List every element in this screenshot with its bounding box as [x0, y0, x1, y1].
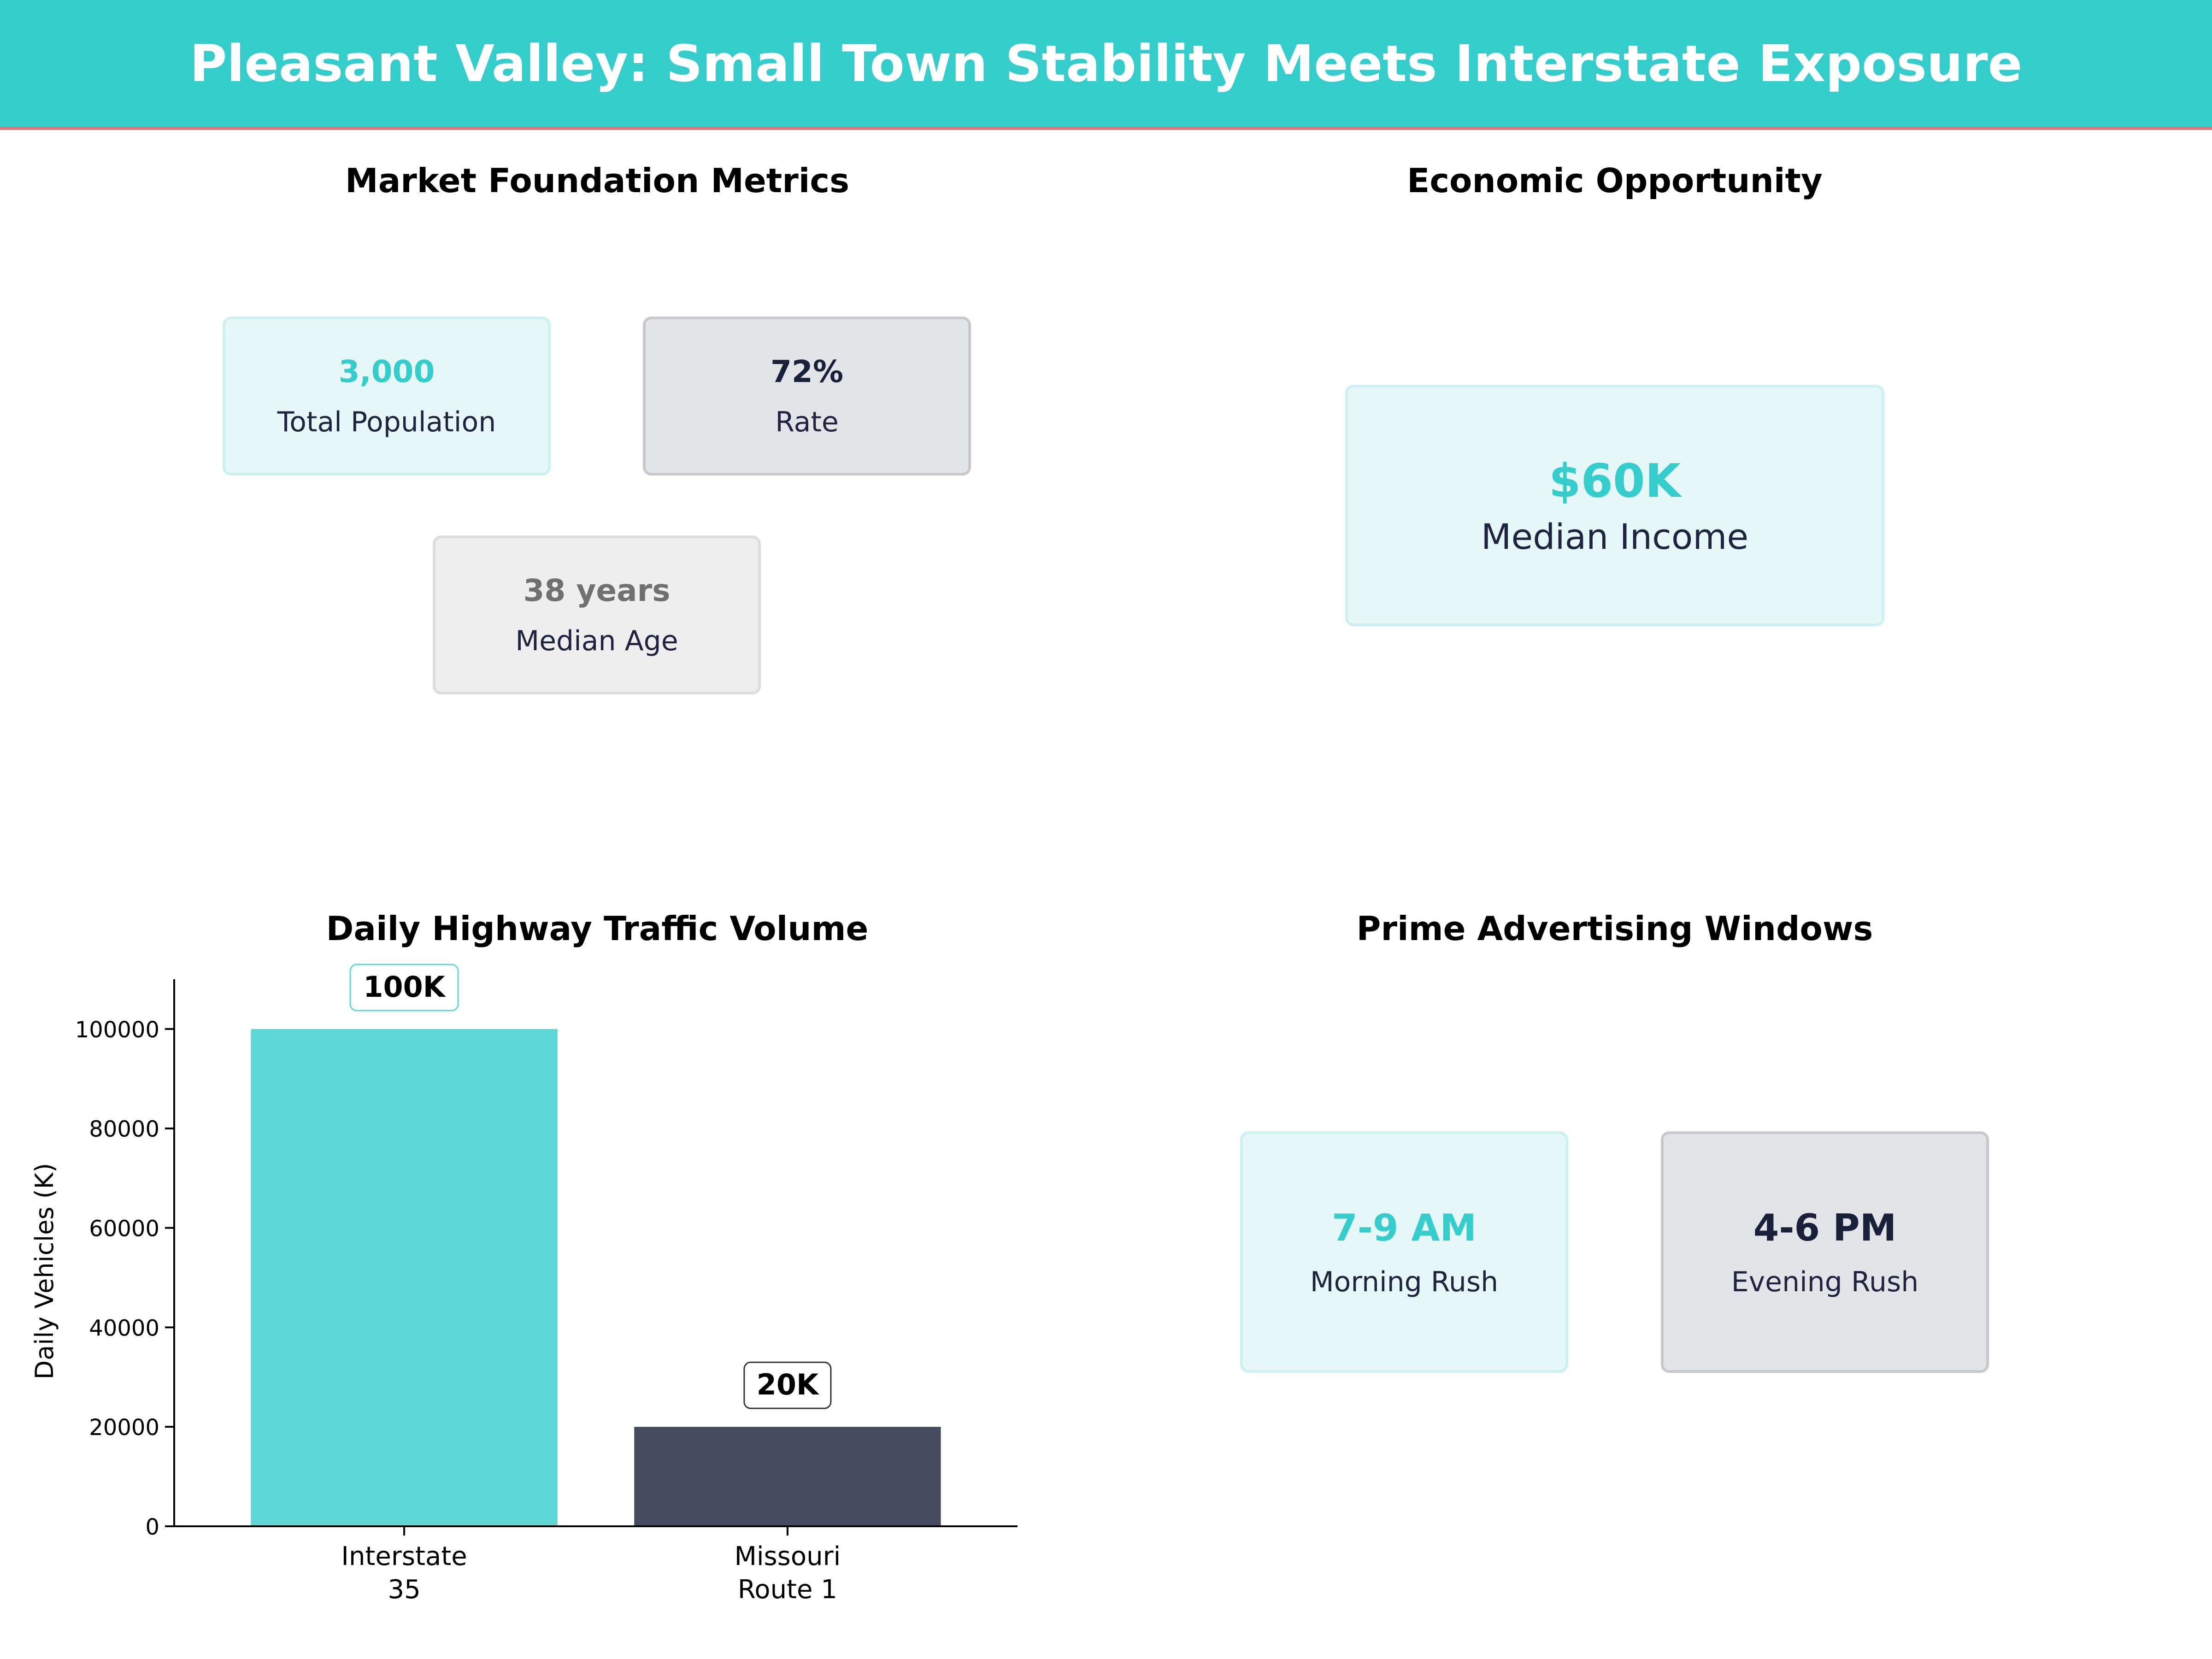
data-label-1: 20K [757, 1368, 819, 1401]
median-income-label: Median Income [1481, 516, 1749, 557]
y-tick-label: 60000 [89, 1216, 159, 1242]
morning-rush-label: Morning Rush [1310, 1265, 1499, 1298]
data-label-box-1 [743, 1361, 832, 1409]
x-axis-ticks: Interstate 35 Missouri Route 1 [341, 1526, 841, 1605]
data-label-0: 100K [363, 970, 446, 1004]
median-age-label: Median Age [515, 625, 678, 657]
y-axis-ticks: 0 20000 40000 60000 80000 100000 [75, 1017, 174, 1540]
median-age-card: 38 years Median Age [433, 535, 761, 694]
morning-rush-card: 7-9 AM Morning Rush [1240, 1131, 1568, 1373]
y-tick-label: 0 [145, 1514, 159, 1540]
rate-value: 72% [771, 354, 843, 389]
page-title: Pleasant Valley: Small Town Stability Me… [189, 34, 2023, 93]
y-tick-label: 100000 [75, 1017, 159, 1043]
advertising-panel-title: Prime Advertising Windows [1356, 909, 1873, 948]
evening-rush-value: 4-6 PM [1753, 1206, 1897, 1249]
x-tick-label: Missouri [735, 1541, 841, 1571]
data-label-box-0 [349, 964, 459, 1012]
population-label: Total Population [277, 406, 496, 438]
economic-panel-title: Economic Opportunity [1407, 161, 1823, 200]
y-axis-label: Daily Vehicles (K) [30, 1163, 59, 1380]
morning-rush-value: 7-9 AM [1332, 1206, 1477, 1249]
rate-card: 72% Rate [643, 317, 971, 476]
traffic-bar-chart: 0 20000 40000 60000 80000 100000 100K 20K Inte… [30, 964, 1018, 1605]
median-income-value: $60K [1548, 454, 1681, 508]
bar-1 [634, 1427, 941, 1526]
evening-rush-label: Evening Rush [1731, 1265, 1919, 1298]
y-tick-label: 40000 [89, 1315, 159, 1341]
population-card: 3,000 Total Population [223, 317, 551, 476]
rate-label: Rate [775, 406, 839, 438]
bars: 100K 20K [251, 964, 941, 1526]
median-income-card: $60K Median Income [1345, 385, 1884, 626]
y-tick-label: 80000 [89, 1117, 159, 1142]
header-banner: Pleasant Valley: Small Town Stability Me… [0, 0, 2212, 130]
x-tick-label: Route 1 [738, 1575, 837, 1605]
population-value: 3,000 [338, 354, 435, 389]
bar-0 [251, 1029, 558, 1526]
evening-rush-card: 4-6 PM Evening Rush [1661, 1131, 1989, 1373]
market-panel-title: Market Foundation Metrics [345, 161, 849, 200]
traffic-chart-title: Daily Highway Traffic Volume [326, 909, 869, 948]
median-age-value: 38 years [523, 573, 671, 608]
x-tick-label: 35 [388, 1575, 420, 1605]
x-tick-label: Interstate [341, 1541, 467, 1571]
y-tick-label: 20000 [89, 1415, 159, 1441]
